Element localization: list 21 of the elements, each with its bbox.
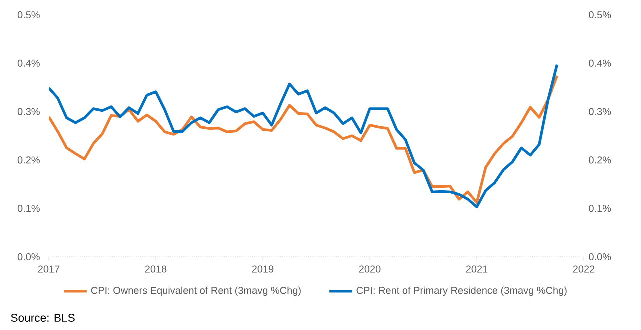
x-tick-label: 2021	[466, 266, 488, 273]
y2-tick-label: 0.0%	[589, 253, 612, 261]
x-tick-label: 2022	[573, 266, 595, 273]
y2-tick-label: 0.1%	[589, 205, 612, 212]
y-tick-label: 0.3%	[18, 108, 40, 116]
x-tick-label: 2020	[359, 266, 381, 273]
y2-tick-label: 0.5%	[589, 11, 612, 19]
y-tick-label: 0.2%	[18, 156, 40, 164]
legend-label: CPI: Owners Equivalent of Rent (3mavg %Chg)	[91, 286, 301, 296]
y-tick-label: 0.0%	[18, 253, 40, 261]
x-tick-label: 2017	[38, 266, 60, 273]
y2-tick-label: 0.2%	[589, 156, 612, 164]
legend-label: CPI: Rent of Primary Residence (3mavg %Chg)	[356, 286, 567, 296]
x-tick-label: 2018	[145, 266, 167, 273]
x-tick-label: 2019	[252, 266, 274, 273]
y-tick-label: 0.4%	[18, 60, 40, 67]
source-note: Source: BLS	[11, 314, 75, 322]
y-tick-label: 0.1%	[18, 205, 40, 212]
y2-tick-label: 0.3%	[589, 108, 612, 116]
y2-tick-label: 0.4%	[589, 60, 612, 67]
y-tick-label: 0.5%	[18, 11, 40, 19]
